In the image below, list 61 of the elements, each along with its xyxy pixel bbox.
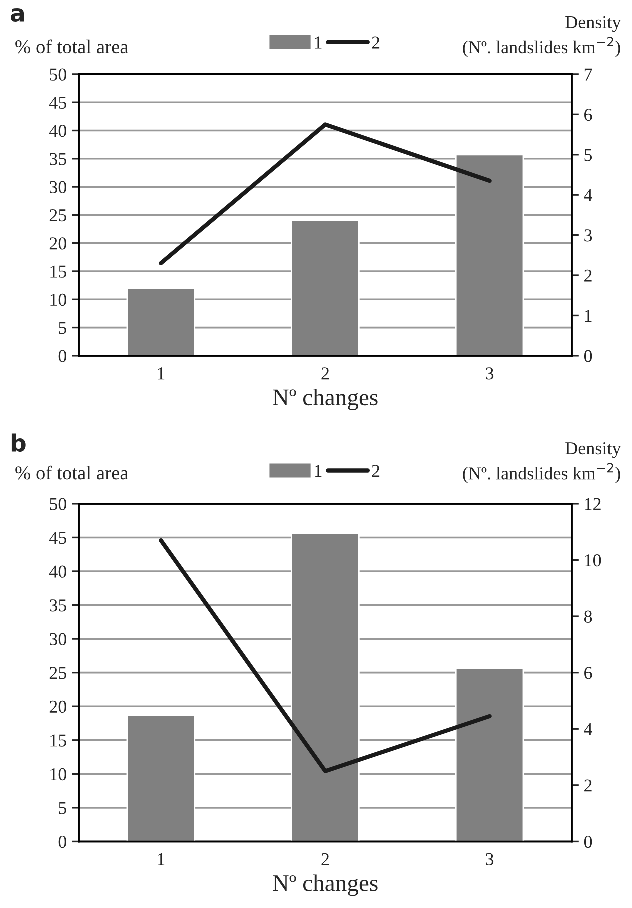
y2-tick-label: 3 [584, 230, 592, 242]
legend-label: 2 [372, 36, 380, 49]
y-axis-title: % of total area [16, 40, 129, 54]
x-axis-title: Nº changes [272, 388, 378, 410]
y2-tick-label: 8 [584, 610, 592, 623]
x-tick-label: 2 [322, 853, 329, 866]
y-tick-label: 50 [50, 498, 67, 510]
y2-tick-label: 4 [584, 189, 593, 202]
y-tick-label: 30 [50, 181, 67, 194]
y-tick-label: 45 [49, 532, 66, 544]
x-axis-title: Nº changes [272, 874, 378, 896]
x-tick-label: 2 [322, 368, 329, 380]
y-tick-label: 35 [50, 153, 66, 166]
legend-label: 1 [315, 36, 322, 49]
chart-title: a [11, 8, 24, 22]
y-tick-label: 0 [58, 836, 67, 848]
y-tick-label: 25 [50, 210, 66, 222]
x-tick-label: 1 [158, 853, 165, 866]
y-tick-label: 30 [50, 633, 67, 646]
y-tick-label: 35 [50, 600, 66, 612]
y2-tick-label: 5 [584, 149, 592, 162]
bar [126, 714, 196, 842]
y-tick-label: 5 [59, 322, 66, 334]
bar [455, 154, 524, 356]
y-tick-label: 5 [59, 802, 66, 814]
x-tick-label: 3 [486, 853, 494, 866]
y2-tick-label: 6 [584, 667, 592, 680]
y-tick-label: 0 [58, 350, 67, 362]
y-tick-label: 20 [50, 238, 67, 250]
y2-tick-label: 6 [584, 108, 592, 122]
bar [291, 220, 360, 356]
y-tick-label: 25 [50, 667, 66, 680]
y2-tick-label: 7 [584, 68, 592, 81]
y2-tick-label: 4 [584, 724, 593, 736]
x-tick-label: 1 [158, 368, 165, 380]
y-tick-label: 45 [49, 96, 66, 110]
y2-tick-label: 10 [585, 554, 602, 567]
y2-axis-title: Density (Nº. landslides km$^{−2}$) [463, 442, 622, 484]
y-tick-label: 15 [50, 266, 66, 278]
y-tick-label: 20 [50, 700, 67, 714]
y-tick-label: 40 [49, 125, 67, 138]
y-tick-label: 50 [50, 68, 67, 81]
x-tick-label: 3 [486, 368, 494, 380]
y2-axis-title: Density (Nº. landslides km$^{−2}$) [463, 16, 622, 58]
y2-tick-label: 0 [584, 836, 592, 848]
y-tick-label: 10 [50, 294, 67, 306]
y-tick-label: 40 [49, 566, 67, 578]
y-tick-label: 15 [50, 734, 66, 747]
y2-tick-label: 1 [585, 310, 592, 322]
y2-tick-label: 0 [584, 350, 592, 362]
y-axis-title: % of total area [16, 466, 129, 480]
bar [455, 668, 524, 842]
y2-tick-label: 2 [584, 780, 592, 792]
y2-tick-label: 2 [584, 270, 592, 282]
chart-title: b [12, 434, 26, 452]
y-tick-label: 10 [50, 768, 67, 781]
legend-label: 2 [372, 465, 380, 478]
y2-tick-label: 12 [585, 498, 601, 510]
bar [126, 288, 196, 356]
legend-label: 1 [315, 465, 322, 478]
bar [291, 532, 360, 842]
